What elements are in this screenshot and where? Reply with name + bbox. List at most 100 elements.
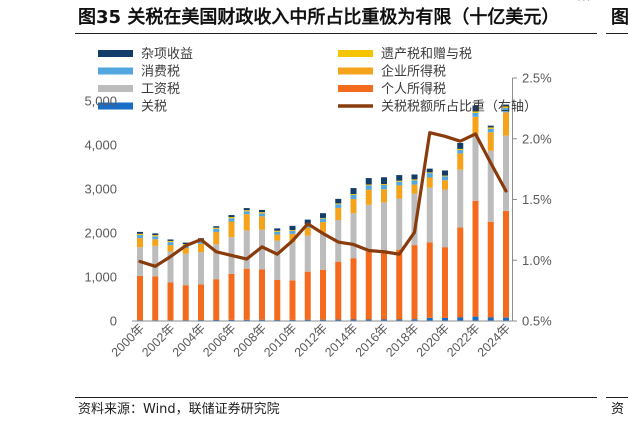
bar-2023-customs-duties (487, 317, 494, 321)
bar-2005-payroll-tax (213, 244, 220, 280)
bar-2009-excise-tax (274, 231, 281, 235)
bar-2018-excise-tax (411, 180, 418, 185)
legend-item-customs-share: 关税税额所占比重（右轴） (338, 99, 537, 115)
legend-label: 关税 (141, 100, 167, 115)
bar-2024-excise-tax (503, 107, 509, 113)
bar-2013-misc-receipts (335, 198, 342, 204)
bar-2012-excise-tax (320, 218, 326, 223)
legend-swatch (98, 85, 133, 92)
bar-2005-individual-income-tax (213, 279, 220, 320)
bar-2019-misc-receipts (426, 168, 433, 173)
bar-2013-excise-tax (335, 204, 342, 208)
bar-2007-payroll-tax (243, 230, 250, 269)
bar-2019-estate-gift-tax (426, 172, 433, 174)
bar-2000-individual-income-tax (137, 275, 143, 321)
top-ellipsis: ··· (577, 0, 592, 7)
bar-2000-corporate-income-tax (137, 238, 143, 248)
bar-2017-estate-gift-tax (396, 180, 403, 182)
bar-2010-individual-income-tax (289, 280, 296, 320)
source-divider (75, 397, 597, 398)
bar-2016-payroll-tax (381, 202, 387, 252)
bar-2024-corporate-income-tax (503, 112, 509, 136)
bar-2022-misc-receipts (472, 105, 479, 112)
bar-2007-individual-income-tax (243, 268, 250, 320)
bar-2010-corporate-income-tax (289, 233, 296, 243)
bar-2019-payroll-tax (426, 187, 433, 243)
bar-2008-individual-income-tax (259, 269, 265, 320)
bar-2016-misc-receipts (381, 177, 387, 185)
bar-2012-payroll-tax (320, 232, 326, 270)
bar-2010-customs-duties (289, 319, 296, 321)
bar-2024-estate-gift-tax (503, 106, 509, 108)
figure-title: 图35 关税在美国财政收入中所占比重极为有限（十亿美元） (78, 7, 560, 28)
figure-source: 资料来源：Wind，联储证券研究院 (78, 402, 280, 417)
bar-2018-misc-receipts (411, 174, 418, 180)
bar-2017-payroll-tax (396, 198, 403, 250)
bar-2012-individual-income-tax (320, 269, 326, 320)
bar-2000-estate-gift-tax (137, 233, 143, 236)
bar-2011-individual-income-tax (304, 271, 311, 320)
legend-label: 杂项收益 (141, 47, 193, 62)
bar-2006-corporate-income-tax (228, 221, 235, 238)
bar-2022-individual-income-tax (472, 200, 479, 317)
bar-2010-misc-receipts (289, 225, 296, 231)
bar-2001-corporate-income-tax (152, 239, 159, 246)
bar-2006-misc-receipts (228, 215, 235, 218)
right-axis-labels: 0.5% 1.0% 1.5% 2.0% 2.5% (522, 71, 552, 329)
bar-2024-payroll-tax (503, 135, 509, 211)
adjacent-figure-source-fragment: 资 (611, 402, 625, 417)
bar-2012-corporate-income-tax (320, 222, 326, 233)
x-axis-tick-label: 2020年 (414, 321, 452, 359)
bar-2019-customs-duties (426, 317, 433, 321)
left-axis-tick-label: 0 (110, 314, 117, 329)
x-axis-tick-label: 2008年 (231, 321, 269, 359)
bar-2011-customs-duties (304, 319, 311, 321)
right-axis-tick-label: 1.0% (522, 253, 552, 268)
bar-2010-excise-tax (289, 230, 296, 234)
bar-2022-excise-tax (472, 112, 479, 117)
bar-2018-individual-income-tax (411, 245, 418, 320)
bar-2007-estate-gift-tax (243, 210, 250, 212)
bar-2023-payroll-tax (487, 150, 494, 222)
bar-2012-estate-gift-tax (320, 217, 326, 219)
bar-2014-corporate-income-tax (350, 198, 357, 214)
bar-2009-estate-gift-tax (274, 230, 281, 232)
bar-2021-individual-income-tax (457, 227, 464, 318)
x-axis-tick-label: 2012年 (292, 321, 330, 359)
bar-2019-excise-tax (426, 173, 433, 178)
bar-2015-corporate-income-tax (365, 189, 372, 205)
bar-2002-estate-gift-tax (167, 240, 174, 243)
x-axis-tick-label: 2002年 (139, 321, 177, 359)
adjacent-source-divider (606, 397, 628, 398)
left-axis-tick-label: 4,000 (84, 138, 117, 153)
bar-2001-individual-income-tax (152, 276, 159, 321)
legend-item-corporate-income-tax: 企业所得税 (338, 64, 446, 80)
right-axis-tick-label: 2.5% (522, 71, 552, 86)
bar-2023-corporate-income-tax (487, 132, 494, 151)
bar-2009-individual-income-tax (274, 279, 281, 321)
bar-2020-individual-income-tax (442, 247, 448, 318)
bar-2020-corporate-income-tax (442, 180, 448, 190)
legend-swatch (98, 102, 133, 110)
x-axis-tick-label: 2014年 (322, 321, 360, 359)
bar-2022-corporate-income-tax (472, 116, 479, 136)
bar-2002-corporate-income-tax (167, 245, 174, 252)
legend-label: 企业所得税 (381, 64, 446, 80)
bar-2017-individual-income-tax (396, 249, 403, 320)
bar-2014-payroll-tax (350, 213, 357, 259)
bar-2006-individual-income-tax (228, 273, 235, 320)
bar-2023-individual-income-tax (487, 221, 494, 318)
bar-2016-corporate-income-tax (381, 189, 387, 203)
bar-2007-misc-receipts (243, 208, 250, 211)
bar-2009-misc-receipts (274, 228, 281, 231)
bar-2008-payroll-tax (259, 229, 265, 270)
bar-2017-corporate-income-tax (396, 185, 403, 199)
bar-2001-excise-tax (152, 236, 159, 240)
bar-2005-misc-receipts (213, 226, 220, 228)
x-axis-tick-label: 2018年 (383, 321, 421, 359)
bar-2002-individual-income-tax (167, 282, 174, 321)
bar-2020-customs-duties (442, 317, 448, 321)
bar-2021-excise-tax (457, 150, 464, 154)
bar-2019-individual-income-tax (426, 242, 433, 318)
bar-2011-payroll-tax (304, 235, 311, 272)
